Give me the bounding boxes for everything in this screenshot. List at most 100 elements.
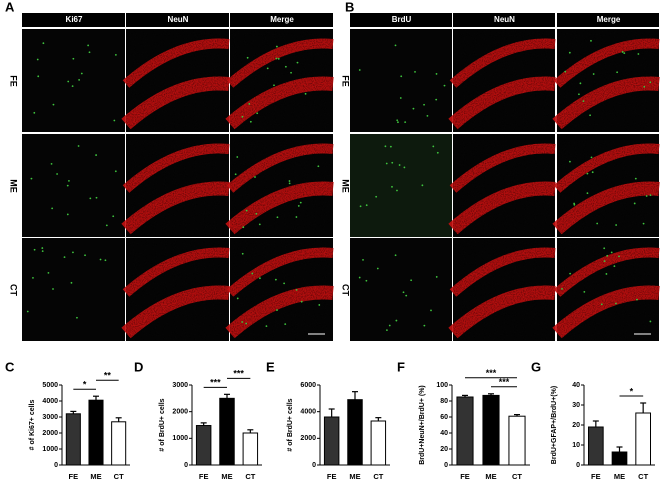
panel-letter: B (345, 0, 354, 14)
labeled-cell (114, 170, 117, 173)
labeled-cell (443, 84, 446, 87)
y-tick-label: 20 (440, 446, 448, 453)
row-label: CT (9, 284, 19, 296)
labeled-cell (582, 100, 585, 103)
panel-letter: C (5, 359, 15, 374)
labeled-cell (583, 290, 586, 293)
labeled-cell (579, 82, 582, 85)
labeled-cell (33, 248, 36, 251)
bar (347, 399, 363, 466)
column-header: Merge (597, 15, 621, 24)
labeled-cell (396, 119, 399, 122)
micrograph (225, 238, 334, 341)
labeled-cell (569, 272, 572, 275)
labeled-cell (384, 145, 387, 148)
labeled-cell (89, 197, 92, 200)
micrograph (225, 134, 334, 237)
labeled-cell (99, 258, 102, 261)
labeled-cell (241, 115, 244, 118)
column-header: Merge (270, 15, 294, 24)
significance-label: *** (486, 368, 497, 378)
labeled-cell (80, 72, 83, 75)
labeled-cell (26, 310, 29, 313)
micrograph (552, 29, 660, 132)
significance-label: * (83, 380, 87, 390)
labeled-cell (36, 58, 39, 61)
x-tick-label: ME (614, 472, 625, 481)
labeled-cell (277, 57, 280, 60)
labeled-cell (596, 222, 599, 225)
y-tick-label: 0 (576, 462, 580, 469)
labeled-cell (643, 85, 646, 88)
labeled-cell (358, 276, 361, 279)
y-tick-label: 80 (440, 398, 448, 405)
labeled-cell (42, 42, 45, 45)
column-header-bg (350, 13, 452, 27)
x-tick-label: FE (199, 472, 209, 481)
labeled-cell (275, 57, 278, 60)
labeled-cell (403, 166, 406, 169)
labeled-cell (376, 267, 379, 270)
labeled-cell (95, 154, 98, 156)
x-tick-label: FE (327, 472, 337, 481)
y-tick-label: 20 (572, 422, 580, 429)
labeled-cell (430, 309, 432, 312)
labeled-cell (66, 184, 69, 187)
labeled-cell (297, 205, 300, 207)
labeled-cell (649, 81, 652, 84)
labeled-cell (41, 250, 44, 253)
row-label: ME (341, 179, 351, 193)
labeled-cell (288, 182, 291, 185)
labeled-cell (605, 273, 608, 275)
labeled-cell (423, 324, 426, 327)
labeled-cell (259, 277, 261, 280)
labeled-cell (365, 279, 368, 282)
labeled-cell (404, 121, 407, 124)
row-label: CT (341, 284, 351, 296)
y-tick-label: 10 (572, 442, 580, 449)
texture (230, 134, 333, 237)
labeled-cell (246, 56, 249, 59)
labeled-cell (256, 112, 259, 115)
texture (453, 134, 555, 237)
labeled-cell (71, 85, 74, 88)
labeled-cell (318, 304, 321, 306)
labeled-cell (590, 39, 592, 42)
y-tick-label: 100 (436, 382, 448, 389)
labeled-cell (84, 254, 86, 257)
labeled-cell (410, 279, 413, 282)
labeled-cell (266, 67, 269, 70)
significance-label: *** (233, 369, 244, 379)
bar (65, 413, 81, 466)
labeled-cell (236, 156, 239, 158)
y-tick-label: 0 (312, 462, 316, 469)
bar (219, 397, 235, 466)
labeled-cell (245, 209, 248, 212)
labeled-cell (385, 162, 388, 165)
column-header: BrdU (392, 15, 412, 24)
labeled-cell (104, 259, 107, 262)
panel-letter: G (531, 359, 541, 374)
x-tick-label: CT (373, 472, 383, 481)
labeled-cell (254, 176, 256, 178)
labeled-cell (284, 65, 287, 68)
labeled-cell (33, 111, 36, 114)
bar (508, 415, 526, 466)
labeled-cell (435, 276, 438, 278)
labeled-cell (613, 265, 616, 267)
labeled-cell (67, 80, 70, 83)
labeled-cell (412, 107, 415, 110)
bar (456, 396, 474, 466)
column-header-bg (126, 13, 229, 27)
labeled-cell (386, 329, 388, 331)
significance-label: ** (104, 371, 112, 381)
y-tick-label: 3000 (172, 382, 188, 389)
labeled-cell (642, 222, 645, 225)
labeled-cell (603, 260, 606, 263)
micrograph (121, 238, 230, 341)
labeled-cell (426, 114, 429, 117)
y-tick-label: 60 (440, 414, 448, 421)
labeled-cell (636, 298, 638, 301)
micrograph-bg (22, 134, 125, 237)
micrograph-bg (350, 238, 452, 341)
